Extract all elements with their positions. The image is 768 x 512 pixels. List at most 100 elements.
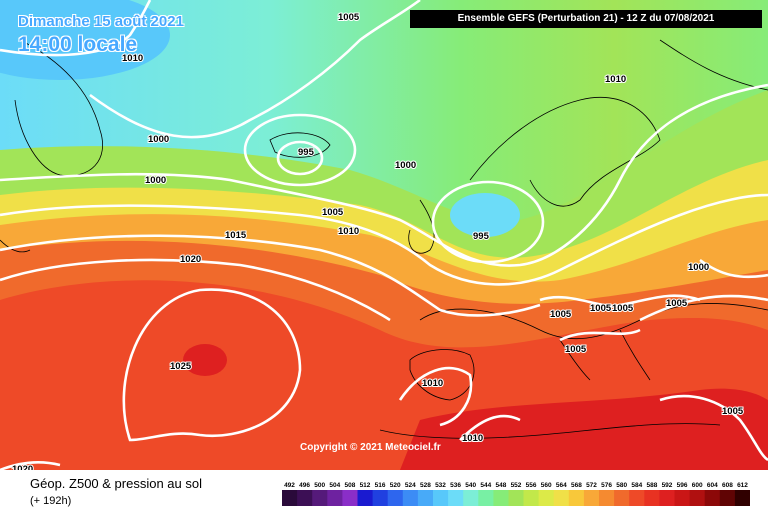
legend-swatch xyxy=(583,490,600,506)
legend-label: 516 xyxy=(375,482,386,489)
isobar-label: 1020 xyxy=(12,464,33,470)
legend-swatch xyxy=(372,490,389,506)
legend-swatch xyxy=(599,490,615,506)
legend-label: 568 xyxy=(571,482,582,489)
legend-swatch xyxy=(644,490,660,506)
legend-swatch xyxy=(342,490,358,506)
isobar-label: 1005 xyxy=(590,303,612,314)
legend-swatch xyxy=(297,490,313,506)
legend-label: 528 xyxy=(420,482,431,489)
legend-label: 512 xyxy=(360,482,371,489)
legend-swatch xyxy=(719,490,736,506)
legend-label: 508 xyxy=(344,482,355,489)
date-line: Dimanche 15 août 2021 xyxy=(18,13,184,30)
legend-swatch xyxy=(614,490,630,506)
field-dark-red xyxy=(400,388,768,470)
legend-swatch xyxy=(282,490,298,506)
legend-label: 576 xyxy=(601,482,612,489)
legend-swatch xyxy=(523,490,540,506)
legend-label: 552 xyxy=(511,482,522,489)
isobar-label: 1005 xyxy=(565,344,587,355)
legend-label: 520 xyxy=(390,482,401,489)
legend-swatch xyxy=(674,490,691,506)
legend-label: 560 xyxy=(541,482,552,489)
legend-label: 572 xyxy=(586,482,597,489)
legend-label: 592 xyxy=(662,482,673,489)
legend-label: 604 xyxy=(707,482,718,489)
legend-label: 612 xyxy=(737,482,748,489)
legend-label: 500 xyxy=(314,482,325,489)
isobar-label: 1010 xyxy=(338,226,359,237)
legend-label: 496 xyxy=(299,482,310,489)
legend-swatch xyxy=(312,490,328,506)
time-line: 14:00 locale xyxy=(18,33,138,56)
isobar-label: 995 xyxy=(298,147,315,158)
legend-label: 504 xyxy=(329,482,340,489)
low-center-north-sea xyxy=(450,193,520,237)
legend-label: 536 xyxy=(450,482,461,489)
isobar-label: 1010 xyxy=(422,378,443,389)
legend-label: 544 xyxy=(480,482,491,489)
legend-label: 532 xyxy=(435,482,446,489)
isobar-label: 1005 xyxy=(338,12,360,23)
ensemble-info-box: Ensemble GEFS (Perturbation 21) - 12 Z d… xyxy=(410,10,762,28)
isobar-label: 1000 xyxy=(395,160,416,171)
legend-swatch xyxy=(659,490,675,506)
color-scale-legend: 492 496 500 504 508 512 516 520 524 528 532 536 540 5… xyxy=(282,482,750,506)
isobar-label: 1010 xyxy=(605,74,626,85)
legend-label: 608 xyxy=(722,482,733,489)
legend-label: 580 xyxy=(616,482,627,489)
legend-swatch xyxy=(402,490,419,506)
isobar-label: 1005 xyxy=(612,303,634,314)
isobar-label: 1025 xyxy=(170,361,192,372)
legend-swatch xyxy=(568,490,585,506)
legend-swatch xyxy=(463,490,479,506)
isobar-label: 1005 xyxy=(722,406,744,417)
legend-swatch xyxy=(417,490,434,506)
isobar-label: 1010 xyxy=(462,433,483,444)
legend-label: 492 xyxy=(284,482,295,489)
legend-label: 584 xyxy=(631,482,642,489)
legend-swatch xyxy=(493,490,509,506)
legend-label: 596 xyxy=(677,482,688,489)
legend-swatch xyxy=(508,490,525,506)
copyright-text: Copyright © 2021 Meteociel.fr xyxy=(300,442,441,453)
legend-swatch xyxy=(629,490,645,506)
legend-label: 548 xyxy=(495,482,506,489)
isobar-label: 995 xyxy=(473,231,490,242)
legend-swatch xyxy=(387,490,404,506)
legend-label: 588 xyxy=(646,482,657,489)
isobar-lines xyxy=(0,0,768,470)
legend-swatch xyxy=(538,490,555,506)
field-red-core xyxy=(183,344,227,376)
legend-swatch xyxy=(704,490,721,506)
legend-label: 564 xyxy=(556,482,567,489)
legend-label: 556 xyxy=(526,482,537,489)
coastlines xyxy=(0,39,768,439)
forecast-lead: (+ 192h) xyxy=(30,495,72,507)
isobar-label: 1005 xyxy=(666,298,688,309)
legend-label: 524 xyxy=(405,482,416,489)
legend-swatch xyxy=(734,490,750,506)
isobar-label: 1015 xyxy=(225,230,247,241)
legend-swatch xyxy=(448,490,464,506)
legend-label: 540 xyxy=(465,482,476,489)
legend-swatch xyxy=(553,490,570,506)
isobar-label: 1000 xyxy=(145,175,166,186)
legend-label: 600 xyxy=(692,482,703,489)
isobar-label: 1005 xyxy=(322,207,344,218)
product-title: Géop. Z500 & pression au sol xyxy=(30,476,202,491)
low-center-greenland xyxy=(0,0,170,80)
weather-map: 1005 1010 1000 995 1000 1010 1000 1005 1… xyxy=(0,0,768,470)
isobar-label: 1020 xyxy=(180,254,201,265)
isobar-label: 1000 xyxy=(148,134,169,145)
isobar-label: 1010 xyxy=(122,53,143,64)
legend-swatch xyxy=(357,490,374,506)
isobar-label: 1000 xyxy=(688,262,709,273)
legend-swatch xyxy=(327,490,343,506)
isobar-label: 1005 xyxy=(550,309,572,320)
legend-swatch xyxy=(689,490,706,506)
legend-swatch xyxy=(478,490,494,506)
legend-swatch xyxy=(433,490,449,506)
footer-bar: Géop. Z500 & pression au sol (+ 192h) 49… xyxy=(0,470,768,512)
